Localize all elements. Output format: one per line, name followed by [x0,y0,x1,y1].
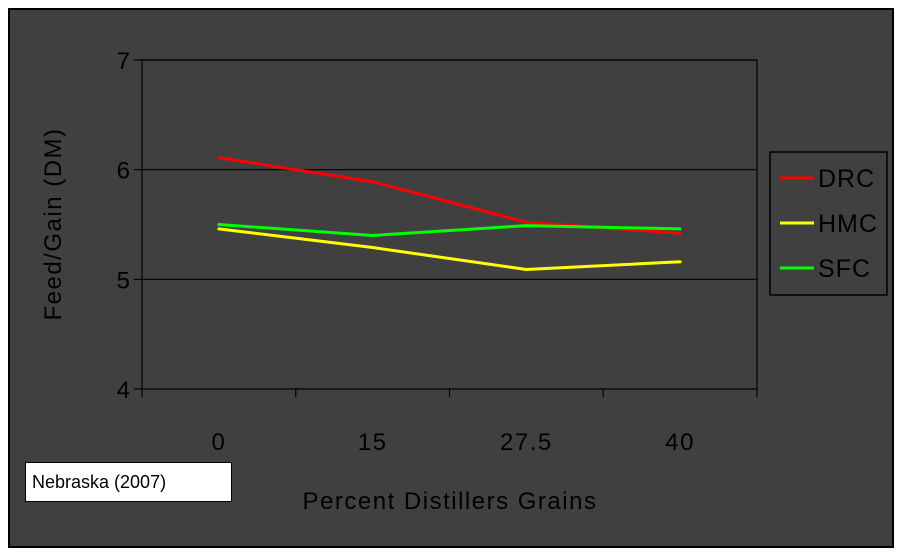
y-tick-label: 4 [117,377,130,404]
series-line-sfc [217,223,682,237]
x-tick-label: 40 [665,429,695,456]
y-tick-label: 6 [117,158,130,185]
source-note: Nebraska (2007) [25,462,232,502]
line-chart: 4 5 6 7 0 15 27.5 40 Feed/Gain (DM) Percent Dis… [40,48,888,515]
y-axis-title: Feed/Gain (DM) [40,127,67,320]
y-tick-label: 7 [117,48,130,75]
legend-items: DRC HMC SFC [780,165,878,283]
chart-frame: 4 5 6 7 0 15 27.5 40 Feed/Gain (DM) Percent Dis… [8,8,894,548]
series-line-hmc [217,227,682,271]
x-tick-label: 27.5 [500,429,553,456]
y-tick-label: 5 [117,267,130,294]
x-axis-title: Percent Distillers Grains [303,488,598,515]
axes: 4 5 6 7 0 15 27.5 40 [117,48,758,456]
legend-label: DRC [818,165,875,193]
x-tick-label: 0 [211,429,226,456]
series-line-drc [217,156,682,235]
legend: DRC HMC SFC [769,151,888,296]
series-lines [217,156,682,271]
legend-label: SFC [818,255,871,283]
gridlines [142,59,757,280]
legend-label: HMC [818,210,878,238]
x-tick-label: 15 [358,429,388,456]
